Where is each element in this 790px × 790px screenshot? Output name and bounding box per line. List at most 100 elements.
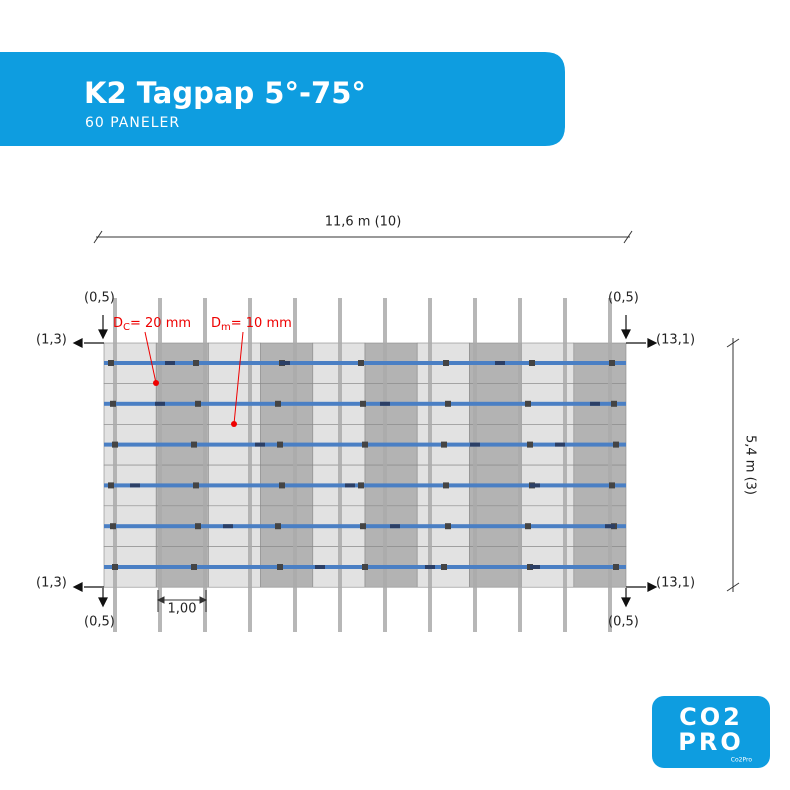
mounting-rail — [473, 298, 477, 632]
clamp — [191, 441, 197, 448]
annotation-value: = 10 mm — [231, 316, 292, 331]
clamp — [360, 523, 366, 530]
clamp — [525, 523, 531, 530]
joint — [130, 483, 140, 488]
clamp — [441, 441, 447, 448]
annotation-sub: C — [123, 322, 130, 333]
subtitle: 60 PANELER — [85, 115, 180, 131]
cross-rail — [104, 361, 626, 365]
joint — [495, 361, 505, 365]
clamp — [445, 400, 451, 407]
clamp — [195, 523, 201, 530]
clamp — [112, 564, 118, 570]
offset-label: (0,5) — [84, 615, 115, 630]
clamp — [193, 360, 199, 366]
joint — [255, 442, 265, 447]
gap-label: 1,00 — [168, 602, 197, 617]
joint — [425, 565, 435, 569]
joint — [470, 442, 480, 447]
offset-arrows — [72, 315, 658, 608]
clamp — [275, 523, 281, 530]
mounting-rail — [428, 298, 432, 632]
joint — [555, 442, 565, 447]
clamp — [191, 564, 197, 570]
clamp — [613, 441, 619, 448]
clamp — [362, 441, 368, 448]
mounting-rail — [203, 298, 207, 632]
clamp — [527, 441, 533, 448]
joint — [390, 524, 400, 529]
joint — [530, 483, 540, 488]
clamp — [195, 400, 201, 407]
mounting-rail — [383, 298, 387, 632]
mounting-rail — [338, 298, 342, 632]
annotation-dot — [231, 421, 237, 427]
clamp — [443, 360, 449, 366]
joint — [165, 361, 175, 365]
clamp — [110, 400, 116, 407]
clamp — [360, 400, 366, 407]
clamp — [108, 482, 114, 489]
mounting-rail — [158, 298, 162, 632]
logo-line: CO2 — [679, 703, 743, 731]
clamp — [445, 523, 451, 530]
annotation-sub: m — [221, 322, 231, 333]
clamp — [108, 360, 114, 366]
joint — [280, 361, 290, 365]
clamp — [193, 482, 199, 489]
annotation-value: = 20 mm — [130, 316, 191, 331]
logo-box — [652, 696, 770, 768]
clamp — [358, 482, 364, 489]
height-dimension — [726, 338, 740, 592]
clamp — [275, 400, 281, 407]
logo-caption: Co2Pro — [731, 757, 753, 764]
joint — [155, 401, 165, 406]
mounting-rail — [518, 298, 522, 632]
clamp — [609, 360, 615, 366]
mounting-rail — [248, 298, 252, 632]
clamp — [358, 360, 364, 366]
joint — [315, 565, 325, 569]
gap-dimension — [156, 590, 208, 612]
title: K2 Tagpap 5°-75° — [84, 76, 366, 110]
logo-line: PRO — [678, 728, 743, 756]
annotation-dot — [153, 380, 159, 386]
offset-label: (0,5) — [608, 291, 639, 306]
mounting-rail — [113, 298, 117, 632]
clamp — [441, 564, 447, 570]
clamp — [611, 400, 617, 407]
clamp — [277, 564, 283, 570]
mounting-rail — [608, 298, 612, 632]
height-label: 5,4 m (3) — [743, 435, 758, 495]
width-label: 11,6 m (10) — [325, 215, 402, 230]
joint — [345, 483, 355, 488]
offset-label: (0,5) — [84, 291, 115, 306]
clamp — [277, 441, 283, 448]
width-dimension — [93, 230, 633, 244]
annotation-symbol: D — [211, 316, 221, 331]
offset-label: (13,1) — [656, 576, 695, 591]
offset-label: (1,3) — [36, 333, 67, 348]
clamp — [613, 564, 619, 570]
joint — [223, 524, 233, 529]
clamp — [279, 482, 285, 489]
annotation: Dm= 10 mm — [211, 316, 292, 334]
clamp — [443, 482, 449, 489]
joint — [605, 524, 615, 529]
offset-label: (13,1) — [656, 333, 695, 348]
clamp — [525, 400, 531, 407]
clamp — [110, 523, 116, 530]
joint — [590, 401, 600, 406]
annotation-symbol: D — [113, 316, 123, 331]
mounting-rail — [293, 298, 297, 632]
offset-label: (0,5) — [608, 615, 639, 630]
header-bar — [0, 52, 565, 146]
cross-rail — [104, 483, 626, 488]
clamp — [112, 441, 118, 448]
annotation: DC= 20 mm — [113, 316, 191, 334]
clamp — [609, 482, 615, 489]
joint — [380, 401, 390, 406]
joint — [530, 565, 540, 569]
clamp — [362, 564, 368, 570]
